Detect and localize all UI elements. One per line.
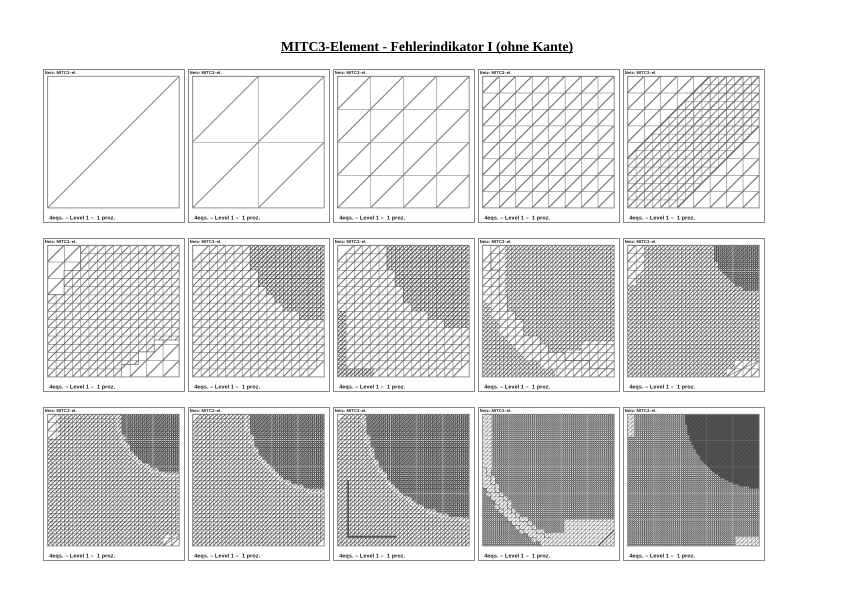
svg-text:Netz: MITC3–el.: Netz: MITC3–el. (190, 408, 222, 413)
svg-text:4eqs. – Level 1 – 1 proz.: 4eqs. – Level 1 – 1 proz. (194, 385, 260, 391)
svg-text:4eqs. – Level 1 – 1 proz.: 4eqs. – Level 1 – 1 proz. (339, 216, 405, 222)
svg-text:Netz: MITC3–el.: Netz: MITC3–el. (480, 239, 512, 244)
svg-text:Netz: MITC3–el.: Netz: MITC3–el. (45, 408, 77, 413)
svg-text:4eqs. – Level 1 – 1 proz.: 4eqs. – Level 1 – 1 proz. (49, 216, 115, 222)
svg-text:Netz: MITC3–el.: Netz: MITC3–el. (190, 239, 222, 244)
svg-text:4eqs. – Level 1 – 1 proz.: 4eqs. – Level 1 – 1 proz. (629, 385, 695, 391)
svg-text:4eqs. – Level 1 – 1 proz.: 4eqs. – Level 1 – 1 proz. (49, 554, 115, 560)
svg-text:Netz: MITC3–el.: Netz: MITC3–el. (625, 408, 657, 413)
svg-text:4eqs. – Level 1 – 1 proz.: 4eqs. – Level 1 – 1 proz. (484, 216, 550, 222)
svg-text:4eqs. – Level 1 – 1 proz.: 4eqs. – Level 1 – 1 proz. (194, 554, 260, 560)
svg-text:Netz: MITC3–el.: Netz: MITC3–el. (335, 239, 367, 244)
svg-text:4eqs. – Level 1 – 1 proz.: 4eqs. – Level 1 – 1 proz. (194, 216, 260, 222)
svg-text:Netz: MITC3–el.: Netz: MITC3–el. (625, 70, 657, 75)
svg-text:Netz: MITC3–el.: Netz: MITC3–el. (480, 408, 512, 413)
svg-text:4eqs. – Level 1 – 1 proz.: 4eqs. – Level 1 – 1 proz. (629, 216, 695, 222)
svg-text:4eqs. – Level 1 – 1 proz.: 4eqs. – Level 1 – 1 proz. (339, 385, 405, 391)
svg-text:Netz: MITC3–el.: Netz: MITC3–el. (335, 70, 367, 75)
svg-text:Netz: MITC3–el.: Netz: MITC3–el. (480, 70, 512, 75)
svg-text:Netz: MITC3–el.: Netz: MITC3–el. (335, 408, 367, 413)
svg-text:Netz: MITC3–el.: Netz: MITC3–el. (45, 70, 77, 75)
svg-text:4eqs. – Level 1 – 1 proz.: 4eqs. – Level 1 – 1 proz. (484, 554, 550, 560)
svg-text:4eqs. – Level 1 – 1 proz.: 4eqs. – Level 1 – 1 proz. (49, 385, 115, 391)
svg-text:4eqs. – Level 1 – 1 proz.: 4eqs. – Level 1 – 1 proz. (484, 385, 550, 391)
svg-text:Netz: MITC3–el.: Netz: MITC3–el. (45, 239, 77, 244)
svg-text:Netz: MITC3–el.: Netz: MITC3–el. (625, 239, 657, 244)
svg-text:Netz: MITC3–el.: Netz: MITC3–el. (190, 70, 222, 75)
svg-text:4eqs. – Level 1 – 1 proz.: 4eqs. – Level 1 – 1 proz. (629, 554, 695, 560)
svg-text:4eqs. – Level 1 – 1 proz.: 4eqs. – Level 1 – 1 proz. (339, 554, 405, 560)
